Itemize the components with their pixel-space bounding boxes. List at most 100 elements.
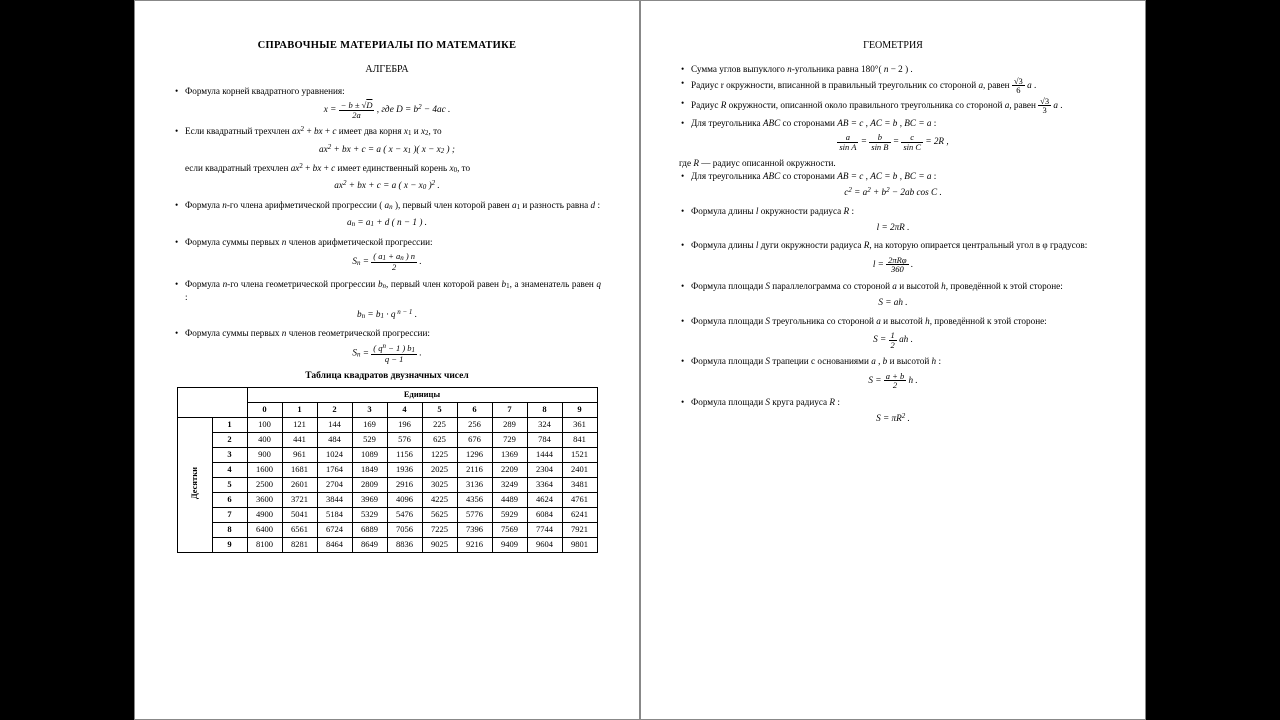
bullet-sine-rule: Для треугольника ABC со сторонами AB = c… — [679, 117, 1107, 129]
table-cell: 1024 — [317, 447, 352, 462]
row-header: 8 — [212, 522, 247, 537]
table-cell: 4900 — [247, 507, 282, 522]
formula-area-circle: S = πR2 . — [679, 412, 1107, 424]
row-header: 6 — [212, 492, 247, 507]
table-cell: 7921 — [562, 522, 597, 537]
bullet-polygon-angles: Сумма углов выпуклого n-угольника равна … — [679, 63, 1107, 75]
section-algebra-title: АЛГЕБРА — [173, 63, 601, 77]
table-cell: 484 — [317, 432, 352, 447]
table-cell: 9409 — [492, 537, 527, 552]
table-cell: 4761 — [562, 492, 597, 507]
table-cell: 5476 — [387, 507, 422, 522]
formula-area-parallelogram: S = ah . — [679, 296, 1107, 308]
table-cell: 529 — [352, 432, 387, 447]
table-cell: 8464 — [317, 537, 352, 552]
formula-quadratic: x = − b ± √D2a , где D = b2 − 4ac . — [173, 101, 601, 119]
formula-area-triangle: S = 12 ah . — [679, 331, 1107, 349]
text-circumradius: где R — радиус описанной окружности. — [679, 157, 1107, 169]
table-cell: 7744 — [527, 522, 562, 537]
table-cell: 2401 — [562, 462, 597, 477]
col-header: 2 — [317, 402, 352, 417]
bullet-geom-sum: Формула суммы первых n членов геометриче… — [173, 327, 601, 339]
table-cell: 7056 — [387, 522, 422, 537]
table-cell: 1681 — [282, 462, 317, 477]
table-cell: 625 — [422, 432, 457, 447]
bullet-quadratic-roots: Формула корней квадратного уравнения: — [173, 85, 601, 97]
table-cell: 121 — [282, 417, 317, 432]
table-cell: 1600 — [247, 462, 282, 477]
bullet-area-circle: Формула площади S круга радиуса R : — [679, 396, 1107, 408]
table-cell: 1369 — [492, 447, 527, 462]
bullet-arc-length: Формула длины l дуги окружности радиуса … — [679, 239, 1107, 251]
table-cell: 1156 — [387, 447, 422, 462]
table-cell: 5776 — [457, 507, 492, 522]
formula-factor-two: ax2 + bx + c = a ( x − x1 )( x − x2 ) ; — [173, 143, 601, 156]
row-header: 7 — [212, 507, 247, 522]
table-cell: 100 — [247, 417, 282, 432]
table-title: Таблица квадратов двузначных чисел — [173, 370, 601, 383]
page-spread: СПРАВОЧНЫЕ МАТЕРИАЛЫ ПО МАТЕМАТИКЕ АЛГЕБ… — [134, 0, 1146, 720]
formula-circumference: l = 2πR . — [679, 221, 1107, 233]
table-cell: 6561 — [282, 522, 317, 537]
page-right: ГЕОМЕТРИЯ Сумма углов выпуклого n-угольн… — [640, 0, 1146, 720]
table-cell: 2809 — [352, 477, 387, 492]
table-cell: 400 — [247, 432, 282, 447]
table-cell: 1225 — [422, 447, 457, 462]
formula-sine-rule: asin A = bsin B = csin C = 2R , — [679, 133, 1107, 151]
table-cell: 5329 — [352, 507, 387, 522]
table-head: Единицы0123456789 — [177, 387, 597, 417]
table-cell: 5041 — [282, 507, 317, 522]
doc-title: СПРАВОЧНЫЕ МАТЕРИАЛЫ ПО МАТЕМАТИКЕ — [173, 39, 601, 53]
col-header: 7 — [492, 402, 527, 417]
table-cell: 1089 — [352, 447, 387, 462]
table-cell: 169 — [352, 417, 387, 432]
table-cell: 9025 — [422, 537, 457, 552]
table-cell: 6400 — [247, 522, 282, 537]
table-cell: 841 — [562, 432, 597, 447]
formula-arith-nth: an = a1 + d ( n − 1 ) . — [173, 216, 601, 229]
bullet-arith-sum: Формула суммы первых n членов арифметиче… — [173, 236, 601, 248]
formula-geom-nth: bn = b1 · q n − 1 . — [173, 308, 601, 321]
table-cell: 1936 — [387, 462, 422, 477]
col-header: 6 — [457, 402, 492, 417]
table-cell: 225 — [422, 417, 457, 432]
formula-factor-one: ax2 + bx + c = a ( x − x0 )2 . — [173, 179, 601, 192]
table-cell: 361 — [562, 417, 597, 432]
table-cell: 2916 — [387, 477, 422, 492]
table-cell: 196 — [387, 417, 422, 432]
table-cell: 729 — [492, 432, 527, 447]
bullet-area-parallelogram: Формула площади S параллелограмма со сто… — [679, 280, 1107, 292]
table-cell: 2601 — [282, 477, 317, 492]
formula-area-trapezoid: S = a + b2 h . — [679, 372, 1107, 390]
row-header: 1 — [212, 417, 247, 432]
table-cell: 2116 — [457, 462, 492, 477]
bullet-circum-radius: Радиус R окружности, описанной около пра… — [679, 97, 1107, 115]
table-cell: 4225 — [422, 492, 457, 507]
table-body: Десятки110012114416919622525628932436124… — [177, 417, 597, 552]
row-header: 5 — [212, 477, 247, 492]
row-header: 3 — [212, 447, 247, 462]
bullet-geom-nth: Формула n-го члена геометрической прогре… — [173, 278, 601, 304]
col-header: 4 — [387, 402, 422, 417]
bullet-area-trapezoid: Формула площади S трапеции с основаниями… — [679, 355, 1107, 367]
row-header: 9 — [212, 537, 247, 552]
formula-arc-length: l = 2πRφ360 . — [679, 256, 1107, 274]
table-cell: 3600 — [247, 492, 282, 507]
col-header: 1 — [282, 402, 317, 417]
table-cell: 6724 — [317, 522, 352, 537]
table-cell: 3844 — [317, 492, 352, 507]
table-cell: 3721 — [282, 492, 317, 507]
table-cell: 6084 — [527, 507, 562, 522]
table-cell: 3249 — [492, 477, 527, 492]
table-cell: 4489 — [492, 492, 527, 507]
table-cell: 9216 — [457, 537, 492, 552]
table-cell: 2209 — [492, 462, 527, 477]
table-cell: 1849 — [352, 462, 387, 477]
table-cell: 441 — [282, 432, 317, 447]
table-cell: 289 — [492, 417, 527, 432]
formula-cosine-rule: c2 = a2 + b2 − 2ab cos C . — [679, 186, 1107, 198]
table-cell: 3364 — [527, 477, 562, 492]
table-cell: 8836 — [387, 537, 422, 552]
table-cell: 5929 — [492, 507, 527, 522]
table-cell: 9801 — [562, 537, 597, 552]
